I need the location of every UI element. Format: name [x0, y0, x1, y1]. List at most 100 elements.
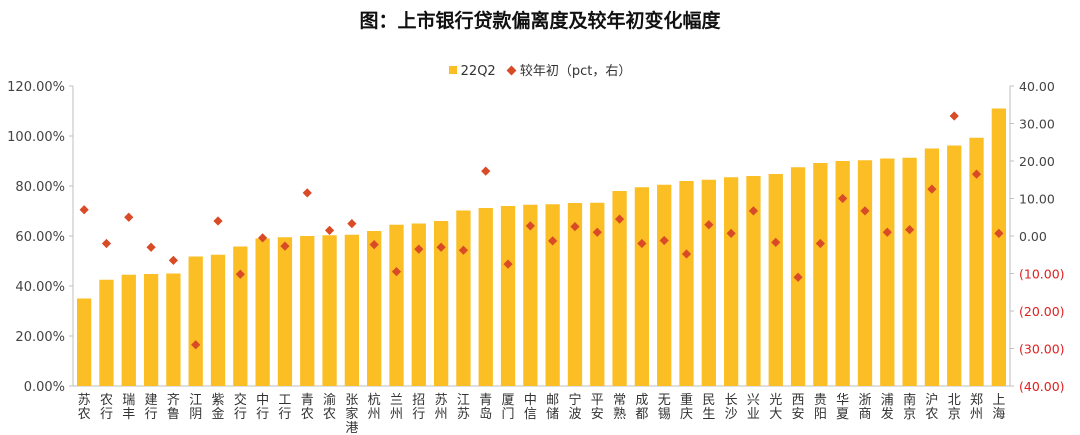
category-label: 江阴 [189, 393, 202, 422]
marker-11 [302, 188, 312, 198]
bar-4 [143, 274, 159, 386]
bar-38 [902, 157, 917, 386]
category-label: 光大 [769, 393, 782, 422]
bar-8 [233, 246, 248, 386]
category-label: 招行 [412, 393, 425, 422]
right-tick-label: (40.00) [1019, 379, 1065, 394]
category-label: 成都 [635, 393, 648, 422]
bar-21 [523, 204, 538, 386]
right-tick-label: 0.00 [1019, 229, 1047, 244]
marker-13 [347, 219, 357, 229]
marker-24 [592, 227, 602, 237]
bar-18 [456, 210, 471, 386]
category-label: 瑞丰 [122, 393, 135, 422]
bar-19 [478, 208, 493, 386]
bar-2 [99, 279, 114, 386]
left-tick-label: 20.00% [15, 330, 65, 345]
bar-1 [77, 298, 92, 386]
marker-20 [503, 259, 513, 269]
marker-32 [771, 237, 781, 247]
bar-28 [679, 181, 694, 386]
bar-31 [746, 176, 761, 386]
bar-23 [567, 203, 583, 386]
category-label: 建行 [145, 393, 158, 422]
marker-5 [168, 255, 178, 265]
bar-34 [813, 163, 828, 386]
bar-3 [121, 274, 136, 386]
marker-2 [101, 238, 112, 249]
bar-12 [322, 235, 337, 386]
legend: 22Q2 较年初（pct，右） [0, 60, 1080, 79]
category-label: 交行 [234, 392, 247, 422]
marker-16 [414, 244, 424, 254]
right-tick-label: (30.00) [1019, 342, 1065, 357]
marker-18 [458, 245, 469, 255]
bar-40 [947, 145, 962, 386]
marker-39 [927, 184, 937, 194]
bar-16 [411, 223, 426, 386]
marker-14 [369, 240, 379, 250]
bar-22 [545, 204, 560, 386]
chart-title: 图：上市银行贷款偏离度及较年初变化幅度 [359, 10, 721, 32]
bar-37 [880, 158, 895, 386]
marker-17 [436, 242, 446, 252]
bar-27 [657, 184, 672, 386]
bar-42 [991, 108, 1006, 386]
legend-bars-label: 22Q2 [460, 64, 496, 79]
right-tick-label: 30.00 [1019, 117, 1055, 132]
left-tick-label: 100.00% [7, 130, 65, 145]
bar-10 [277, 237, 293, 386]
category-label: 兴业 [747, 393, 760, 422]
marker-31 [748, 206, 759, 216]
category-label: 齐鲁 [167, 392, 180, 422]
marker-22 [548, 236, 558, 246]
category-label: 宁波 [568, 392, 581, 422]
legend-markers-label: 较年初（pct，右） [519, 64, 632, 79]
marker-7 [213, 216, 223, 226]
category-label: 西安 [792, 393, 805, 422]
category-label: 南京 [903, 392, 916, 422]
category-label: 华夏 [836, 393, 849, 422]
category-label: 沪农 [925, 392, 938, 422]
category-label: 北京 [948, 393, 961, 422]
marker-27 [659, 235, 669, 246]
bar-26 [634, 187, 650, 386]
right-tick-label: (20.00) [1019, 304, 1065, 319]
category-label: 浙商 [858, 393, 871, 422]
right-tick-label: 20.00 [1019, 154, 1055, 169]
marker-15 [391, 267, 402, 277]
left-tick-label: 40.00% [15, 280, 65, 295]
marker-3 [124, 212, 134, 222]
marker-40 [949, 111, 959, 121]
category-label: 浦发 [881, 393, 894, 422]
category-label: 苏州 [435, 392, 448, 422]
category-label: 平安 [591, 393, 604, 422]
category-label: 紫金 [212, 393, 225, 422]
category-label: 长沙 [725, 393, 738, 422]
right-tick-label: 10.00 [1019, 192, 1055, 207]
bar-30 [723, 177, 739, 386]
marker-26 [637, 238, 647, 249]
category-label: 张家港 [345, 393, 358, 435]
category-label: 苏农 [78, 392, 91, 422]
bar-36 [857, 160, 873, 386]
bar-32 [768, 174, 783, 386]
left-tick-label: 60.00% [15, 230, 65, 245]
category-label: 江苏 [457, 393, 470, 422]
category-label: 中行 [256, 393, 269, 422]
bar-35 [835, 161, 850, 386]
category-label: 重庆 [680, 392, 693, 422]
marker-28 [681, 249, 692, 259]
bar-25 [612, 191, 627, 386]
marker-37 [882, 227, 892, 237]
marker-34 [815, 238, 825, 249]
bar-11 [300, 236, 315, 386]
marker-9 [258, 233, 268, 243]
category-label: 上海 [992, 393, 1005, 422]
bar-24 [590, 202, 605, 386]
marker-33 [793, 272, 803, 282]
marker-41 [971, 169, 982, 179]
left-tick-label: 0.00% [24, 380, 65, 395]
marker-10 [280, 241, 290, 251]
category-label: 无锡 [658, 393, 671, 422]
